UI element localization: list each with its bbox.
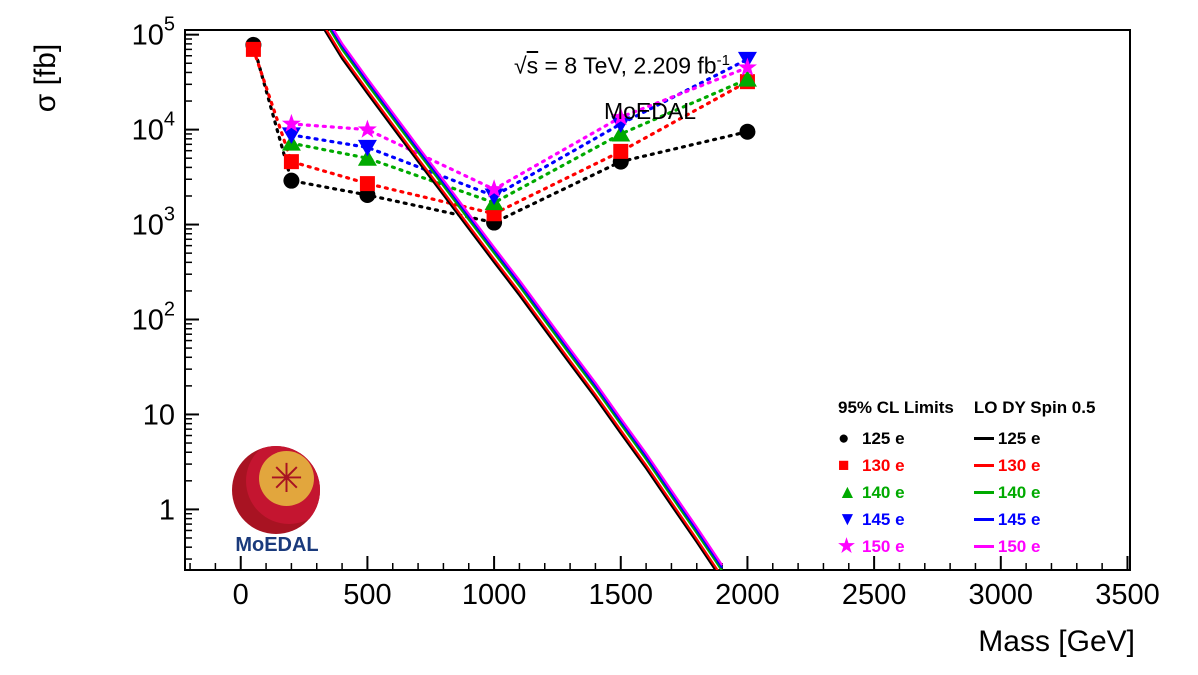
- line-sample-icon: [973, 464, 994, 467]
- legend-dy-item: 145 e: [973, 506, 1096, 533]
- line-sample-icon: [973, 518, 994, 521]
- sqrt-symbol: √: [514, 52, 527, 79]
- legend-limit-item: ■ 130 e: [838, 452, 954, 479]
- x-tick-label: 2500: [842, 579, 907, 611]
- marker-triangle-down: [611, 116, 631, 133]
- triangle-up-marker-icon: ▲: [838, 482, 857, 503]
- marker-square: [245, 41, 261, 57]
- logo-wordmark: MoEDAL: [235, 534, 319, 556]
- dy-curves: [323, 30, 724, 570]
- marker-triangle-up: [357, 149, 377, 166]
- triangle-down-marker-icon: ▼: [838, 509, 857, 530]
- legend-item-label: 150 e: [862, 536, 905, 556]
- star-marker-icon: ★: [838, 536, 856, 557]
- y-tick-label: 103: [132, 204, 175, 242]
- legend-item-label: 130 e: [862, 455, 905, 475]
- x-axis-title: Mass [GeV]: [978, 625, 1135, 658]
- legend-limits-column: 95% CL Limits ● 125 e ■ 130 e ▲ 140 e ▼ 145 e ★ 1…: [838, 398, 954, 560]
- marker-square: [359, 176, 375, 192]
- legend-item-label: 145 e: [862, 509, 905, 529]
- limit-line-130e: [251, 47, 749, 216]
- marker-triangle-down: [484, 188, 504, 205]
- energy-lumi-text: = 8 TeV, 2.209 fb: [538, 52, 717, 79]
- x-tick-label: 2000: [715, 579, 780, 611]
- dy-curve-140e: [328, 30, 723, 570]
- lumi-exponent: -1: [716, 52, 730, 69]
- legend-item-label: 125 e: [862, 428, 905, 448]
- legend-item-label: 145 e: [997, 509, 1041, 529]
- marker-triangle-up: [737, 70, 757, 87]
- legend-dy-rows: 125 e 130 e 140 e 145 e 150 e: [973, 425, 1096, 560]
- legend-dy-item: 125 e: [973, 425, 1096, 452]
- x-tick-label: 1500: [589, 579, 654, 611]
- marker-triangle-up: [611, 124, 631, 142]
- logo-disc: ✳: [259, 451, 314, 506]
- marker-circle: [283, 172, 300, 189]
- dy-curve-125e: [323, 30, 717, 570]
- marker-star: [737, 57, 757, 76]
- legend-dy-item: 140 e: [973, 479, 1096, 506]
- marker-square: [283, 154, 299, 170]
- legend-limit-item: ▼ 145 e: [838, 506, 954, 533]
- sqrt-s: s: [526, 52, 539, 79]
- limit-line-125e: [251, 43, 749, 225]
- limit-markers: [245, 36, 757, 231]
- legend-limit-item: ▲ 140 e: [838, 479, 954, 506]
- legend-dy-column: LO DY Spin 0.5 125 e 130 e 140 e 145 e 150 e: [973, 398, 1096, 560]
- marker-star: [484, 179, 504, 198]
- line-sample-icon: [973, 437, 994, 440]
- x-tick-label: 500: [343, 579, 391, 611]
- legend-limits-header: 95% CL Limits: [838, 398, 954, 417]
- y-tick-label: 102: [132, 299, 175, 337]
- y-axis-title: σ [fb]: [29, 43, 62, 113]
- legend: 95% CL Limits ● 125 e ■ 130 e ▲ 140 e ▼ 145 e ★ 1…: [838, 398, 1095, 560]
- dy-curve-130e: [325, 30, 719, 570]
- marker-star: [357, 119, 377, 138]
- axes: 0 500 1000 1500 2000 2500 3000 3500 1 10 102 103 104…: [132, 14, 1160, 611]
- annotation-energy-lumi: √s = 8 TeV, 2.209 fb-1: [452, 52, 792, 80]
- marker-triangle-down: [281, 127, 301, 144]
- y-tick-label: 10: [143, 399, 175, 431]
- legend-item-label: 150 e: [997, 536, 1041, 556]
- x-tick-label: 1000: [462, 579, 527, 611]
- line-sample-icon: [973, 491, 994, 494]
- y-tick-label: 104: [132, 109, 175, 147]
- dy-curve-150e: [332, 30, 724, 566]
- marker-circle: [739, 123, 756, 140]
- x-tick-label: 0: [233, 579, 249, 611]
- plot-frame: [184, 29, 1131, 571]
- legend-item-label: 125 e: [997, 428, 1041, 448]
- limit-line-150e: [289, 66, 749, 192]
- legend-dy-header: LO DY Spin 0.5: [973, 398, 1096, 417]
- marker-star: [611, 107, 631, 126]
- annotation-experiment: MoEDAL: [603, 98, 697, 124]
- line-sample-icon: [973, 545, 994, 548]
- legend-item-label: 140 e: [862, 482, 905, 502]
- square-marker-icon: ■: [838, 455, 850, 476]
- marker-star: [281, 113, 301, 132]
- legend-item-label: 140 e: [997, 482, 1041, 502]
- y-tick-label: 105: [132, 14, 175, 52]
- legend-item-label: 130 e: [997, 455, 1041, 475]
- x-tick-label: 3000: [969, 579, 1034, 611]
- moedal-logo: ✳: [232, 446, 320, 534]
- marker-triangle-down: [357, 139, 377, 157]
- legend-dy-item: 150 e: [973, 533, 1096, 560]
- star-burst-icon: ✳: [269, 456, 304, 501]
- legend-limits-rows: ● 125 e ■ 130 e ▲ 140 e ▼ 145 e ★ 150 e: [838, 425, 954, 560]
- marker-square: [613, 143, 629, 159]
- legend-limit-item: ★ 150 e: [838, 533, 954, 560]
- legend-dy-item: 130 e: [973, 452, 1096, 479]
- dy-curve-145e: [330, 30, 724, 569]
- limit-line-145e: [289, 57, 749, 198]
- x-tick-label: 3500: [1095, 579, 1160, 611]
- y-tick-label: 1: [159, 494, 175, 526]
- circle-marker-icon: ●: [838, 428, 850, 449]
- legend-limit-item: ● 125 e: [838, 425, 954, 452]
- limit-line-140e: [289, 77, 749, 205]
